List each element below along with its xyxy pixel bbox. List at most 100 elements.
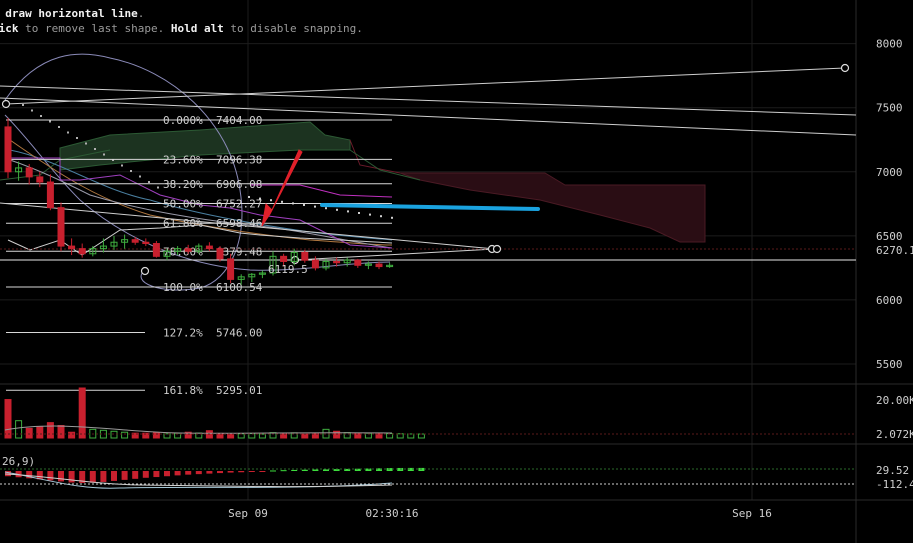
psar-dot: [94, 148, 96, 150]
current-price-label: 6270.1: [876, 244, 913, 257]
macd-panel: 26,9): [0, 455, 856, 489]
candle-body: [110, 241, 118, 247]
candle-body: [163, 250, 171, 257]
x-axis-current-time: 02:30:16: [366, 507, 419, 520]
macd-bar: [238, 471, 245, 473]
volume-bar: [4, 399, 12, 439]
psar-dot: [325, 207, 327, 210]
cloud-red: [399, 172, 706, 243]
candle-body: [248, 273, 256, 278]
macd-bar: [227, 471, 234, 473]
psar-dot: [157, 186, 159, 189]
candle-body: [386, 264, 394, 268]
volume-axis-tick: 20.00K: [876, 394, 913, 407]
volume-bar: [142, 432, 150, 439]
macd-bar: [312, 469, 319, 471]
drawing-handle[interactable]: [1, 99, 11, 109]
candle-body: [46, 181, 54, 209]
ichimoku-cloud: [0, 121, 706, 243]
candle-body: [36, 176, 44, 183]
fib-level-pct: 23.60%: [163, 153, 203, 166]
candle-body: [280, 255, 288, 262]
candle-body: [184, 248, 192, 252]
bollinger-upper: [4, 53, 243, 291]
volume-bar: [343, 432, 351, 439]
drawing-handle[interactable]: [140, 266, 150, 276]
macd-bar: [79, 471, 86, 483]
psar-dot: [148, 181, 150, 183]
macd-bar: [164, 471, 170, 477]
candle-body: [333, 260, 341, 264]
macd-bar: [248, 471, 255, 472]
macd-bar: [5, 471, 11, 477]
fibonacci-retracement: 0.000% 7404.00 23.60% 7096.38 38.20% 6906.08 5…: [6, 114, 392, 397]
macd-bar: [217, 471, 223, 474]
candle-body: [121, 239, 129, 243]
volume-bar: [78, 387, 86, 439]
volume-bar: [163, 433, 171, 439]
psar-dot: [314, 205, 316, 208]
psar-dot: [121, 164, 123, 167]
candle-body: [15, 167, 23, 173]
tenkan-line: [250, 184, 393, 198]
macd-bar: [407, 467, 414, 471]
psar-dot: [31, 109, 33, 112]
candle-body: [364, 263, 372, 266]
trend-line: [0, 85, 857, 116]
red-arrow-annotation: [261, 149, 303, 227]
macd-bar: [185, 471, 192, 475]
drawing-handle[interactable]: [840, 63, 850, 73]
candle-body: [57, 207, 65, 247]
volume-bar: [258, 433, 266, 439]
candle-body: [354, 259, 362, 266]
candle-body: [237, 276, 245, 280]
candle-body: [375, 263, 383, 268]
macd-axis-tick: -112.4: [876, 478, 913, 491]
candle-body: [99, 245, 107, 250]
fib-level-pct: 100.0%: [163, 281, 203, 294]
drawing-handle[interactable]: [492, 244, 502, 254]
cloud-edge: [349, 149, 421, 181]
volume-bar: [57, 425, 65, 439]
volume-panel: [0, 387, 856, 439]
macd-bar: [280, 470, 287, 472]
macd-bar: [100, 471, 107, 482]
psar-dot: [67, 131, 69, 134]
volume-bar: [333, 430, 341, 439]
trend-lines: [0, 63, 857, 276]
macd-bar: [333, 469, 340, 471]
candle-body: [269, 255, 277, 274]
volume-axis-tick: 2.072K: [876, 428, 913, 441]
macd-bar: [47, 471, 54, 481]
psar-dot: [130, 170, 132, 172]
psar-dot: [347, 210, 349, 213]
macd-bar: [206, 471, 213, 474]
trend-line: [0, 97, 857, 136]
volume-bar: [184, 431, 192, 439]
y-axis-tick: 5500: [876, 358, 903, 371]
candles: [4, 117, 394, 285]
candle-body: [301, 251, 309, 261]
macd-bar: [354, 468, 361, 471]
y-axis-tick: 8000: [876, 38, 903, 51]
volume-bar: [407, 433, 415, 439]
fib-level-price: 7404.00: [216, 114, 262, 127]
psar-dot: [358, 212, 360, 214]
psar-dot: [103, 153, 105, 156]
fib-level-pct: 50.00%: [163, 198, 203, 211]
candle-body: [142, 241, 150, 245]
psar-dot: [336, 208, 338, 211]
volume-bar: [227, 433, 235, 439]
macd-bar: [323, 469, 329, 471]
candle-body: [78, 248, 86, 255]
psar-dot: [391, 216, 393, 219]
macd-bar: [89, 471, 96, 483]
volume-bar: [121, 431, 129, 439]
psar-dot: [76, 137, 78, 139]
volume-bar: [15, 420, 23, 439]
macd-bar: [301, 469, 308, 471]
psar-dot: [58, 126, 60, 128]
candle-body: [290, 251, 298, 262]
